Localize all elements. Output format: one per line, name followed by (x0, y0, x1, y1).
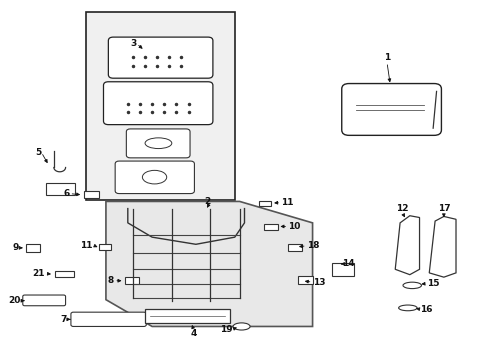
Ellipse shape (142, 170, 166, 184)
Bar (99, 244, 111, 249)
Polygon shape (394, 216, 419, 275)
Bar (86, 12, 234, 200)
Text: 8: 8 (108, 276, 114, 285)
Bar (259, 201, 271, 206)
Bar (46, 183, 75, 195)
Text: 16: 16 (420, 305, 432, 314)
Text: 15: 15 (426, 279, 438, 288)
Polygon shape (106, 202, 312, 327)
Text: 3: 3 (130, 39, 136, 48)
Ellipse shape (233, 323, 249, 330)
Polygon shape (428, 216, 455, 277)
Text: 5: 5 (35, 148, 41, 157)
Text: 6: 6 (63, 189, 69, 198)
FancyBboxPatch shape (341, 84, 441, 135)
Text: 19: 19 (219, 325, 232, 334)
Text: 18: 18 (306, 241, 319, 250)
Text: 10: 10 (287, 222, 300, 231)
Text: 11: 11 (80, 240, 93, 249)
Bar (264, 224, 277, 230)
Text: 21: 21 (33, 269, 45, 278)
FancyBboxPatch shape (23, 295, 65, 306)
Bar (125, 277, 139, 284)
FancyBboxPatch shape (108, 37, 212, 78)
Text: 9: 9 (12, 243, 19, 252)
Bar (297, 276, 312, 284)
Bar (144, 309, 229, 323)
FancyBboxPatch shape (115, 161, 194, 194)
FancyBboxPatch shape (103, 82, 212, 125)
Text: 1: 1 (383, 53, 389, 62)
Text: 14: 14 (341, 260, 354, 269)
Text: 11: 11 (281, 198, 293, 207)
Text: 12: 12 (395, 204, 408, 213)
Text: 17: 17 (437, 204, 449, 213)
Bar (331, 263, 353, 276)
Ellipse shape (398, 305, 416, 311)
Text: 7: 7 (61, 315, 67, 324)
FancyBboxPatch shape (126, 129, 190, 158)
Bar (287, 244, 301, 251)
FancyBboxPatch shape (71, 312, 146, 327)
Text: 20: 20 (8, 296, 21, 305)
Bar (55, 271, 74, 277)
Bar (26, 244, 40, 252)
Text: 4: 4 (190, 329, 196, 338)
Text: 2: 2 (204, 197, 210, 206)
Ellipse shape (402, 282, 421, 289)
Text: 13: 13 (312, 278, 325, 287)
Bar (84, 192, 99, 198)
Ellipse shape (145, 138, 171, 149)
